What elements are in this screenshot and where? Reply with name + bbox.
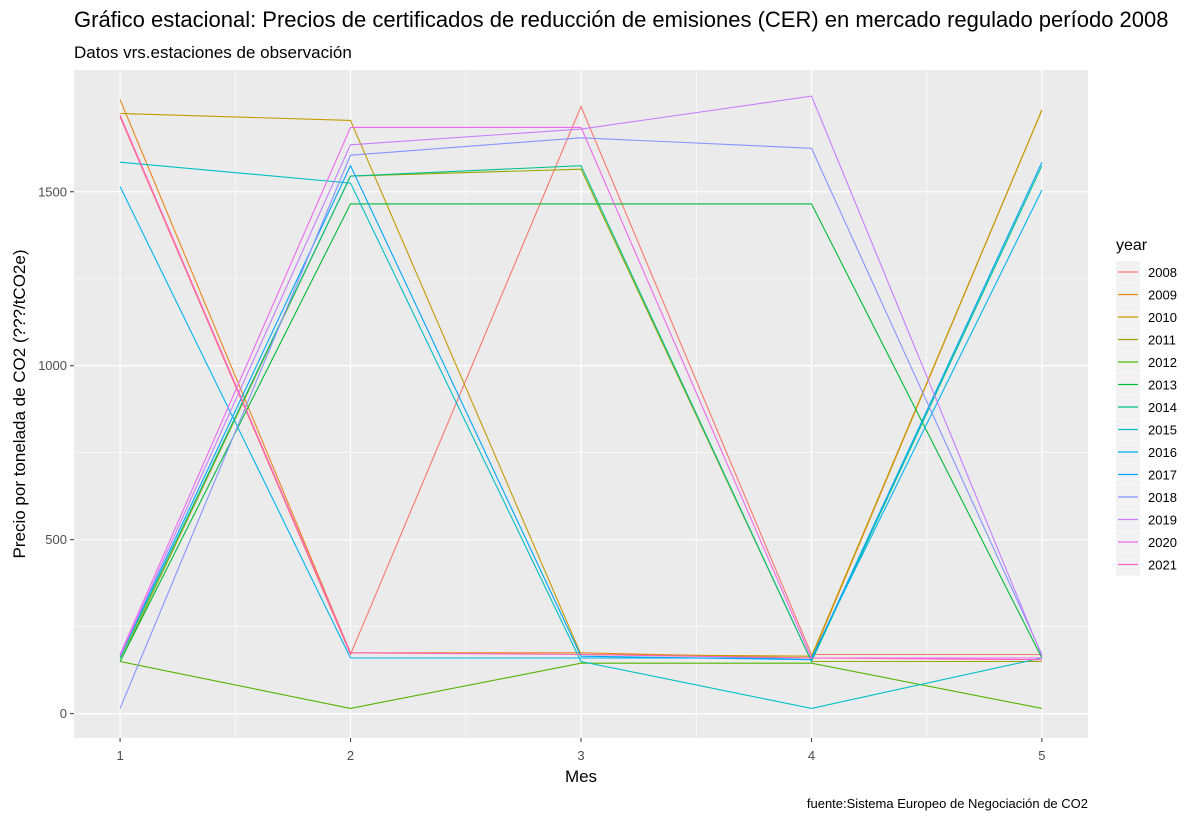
series-line-2008	[119, 105, 1042, 656]
legend-label-2015: 2015	[1148, 423, 1177, 438]
legend-title: year	[1116, 237, 1148, 254]
legend-label-2019: 2019	[1148, 513, 1177, 528]
legend-label-2014: 2014	[1148, 400, 1177, 415]
x-tick-label: 4	[808, 748, 815, 763]
grid-lines	[74, 70, 1088, 738]
series-line-2019	[119, 95, 1043, 657]
y-tick-label: 500	[45, 532, 67, 547]
y-axis-title: Precio por tonelada de CO2 (???/tCO2e)	[10, 249, 29, 558]
series-line-2015	[120, 161, 1043, 709]
legend-label-2012: 2012	[1148, 355, 1177, 370]
series-line-2013	[119, 203, 1043, 662]
x-tick-label: 5	[1038, 748, 1045, 763]
series-line-2020	[119, 126, 1042, 659]
legend: year 2008 2009 2010 2011 2012 2013 2014 2015 201…	[1116, 237, 1177, 576]
legend-label-2010: 2010	[1148, 310, 1177, 325]
legend-label-2008: 2008	[1148, 265, 1177, 280]
legend-label-2013: 2013	[1148, 378, 1177, 393]
y-tick-label: 1000	[38, 358, 67, 373]
y-tick-label: 0	[60, 706, 67, 721]
legend-label-2009: 2009	[1148, 288, 1177, 303]
x-axis: 1 2 3 4 5	[116, 738, 1046, 763]
legend-label-2016: 2016	[1148, 445, 1177, 460]
legend-label-2011: 2011	[1148, 333, 1176, 348]
series-lines	[119, 95, 1043, 709]
chart-subtitle: Datos vrs.estaciones de observación	[74, 43, 352, 62]
legend-label-2021: 2021	[1148, 558, 1177, 573]
series-line-2018	[119, 137, 1043, 709]
y-tick-label: 1500	[38, 184, 67, 199]
series-line-2012	[119, 660, 1043, 709]
legend-label-2017: 2017	[1148, 468, 1177, 483]
series-line-2021	[119, 114, 1042, 661]
y-axis: 0 500 1000 1500	[38, 184, 74, 721]
legend-label-2020: 2020	[1148, 535, 1177, 550]
x-tick-label: 2	[347, 748, 354, 763]
x-axis-title: Mes	[565, 767, 597, 786]
legend-label-2018: 2018	[1148, 490, 1177, 505]
chart-title: Gráfico estacional: Precios de certifica…	[74, 7, 1168, 32]
source-caption: fuente:Sistema Europeo de Negociación de…	[807, 796, 1088, 811]
x-tick-label: 1	[116, 748, 123, 763]
series-line-2016	[119, 186, 1043, 659]
series-line-2017	[119, 161, 1043, 661]
series-line-2014	[119, 165, 1043, 663]
x-tick-label: 3	[577, 748, 584, 763]
